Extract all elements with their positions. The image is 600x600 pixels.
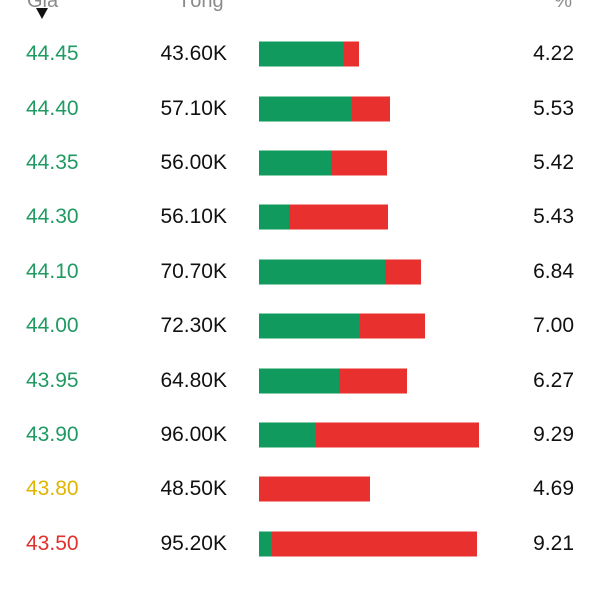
total-volume: 48.50K [160,477,227,501]
total-volume: 64.80K [160,368,227,392]
price-value: 43.95 [26,368,79,392]
sell-volume-segment [272,531,478,557]
table-row[interactable]: 43.80 48.50K 4.69 [0,462,600,516]
table-row[interactable]: 43.90 96.00K 9.29 [0,408,600,462]
sell-volume-segment [351,96,390,122]
percent-value: 5.43 [533,205,574,229]
price-column-header[interactable]: Giá [27,0,67,15]
buy-volume-segment [259,204,289,230]
total-volume: 95.20K [160,531,227,555]
price-value: 44.30 [26,205,79,229]
sell-volume-segment [316,422,479,448]
sell-volume-segment [330,150,388,176]
price-level-list: 44.45 43.60K 4.22 44.40 57.10K 5.53 44.35 56.00… [0,27,600,571]
sort-down-icon[interactable] [36,8,48,19]
total-volume: 70.70K [160,259,227,283]
percent-value: 4.22 [533,42,574,66]
buy-volume-segment [259,96,352,122]
price-value: 44.10 [26,259,79,283]
total-volume: 57.10K [160,96,227,120]
percent-value: 6.27 [533,368,574,392]
table-row[interactable]: 44.40 57.10K 5.53 [0,81,600,135]
volume-bar [259,368,408,394]
price-value: 44.35 [26,150,79,174]
volume-bar [259,204,388,230]
buy-volume-segment [259,368,340,394]
percent-value: 5.42 [533,150,574,174]
price-value: 43.50 [26,531,79,555]
table-header: Giá Tổng % [0,0,600,28]
price-value: 43.90 [26,422,79,446]
percent-value: 7.00 [533,314,574,338]
price-value: 43.80 [26,477,79,501]
total-volume: 56.10K [160,205,227,229]
sell-volume-segment [339,368,408,394]
table-row[interactable]: 43.95 64.80K 6.27 [0,353,600,407]
table-row[interactable]: 44.00 72.30K 7.00 [0,299,600,353]
percent-column-header[interactable]: % [554,0,572,12]
buy-volume-segment [259,531,273,557]
total-column-header[interactable]: Tổng [178,0,224,12]
buy-volume-segment [259,313,361,339]
total-volume: 56.00K [160,150,227,174]
table-row[interactable]: 43.50 95.20K 9.21 [0,517,600,571]
price-value: 44.40 [26,96,79,120]
table-row[interactable]: 44.10 70.70K 6.84 [0,245,600,299]
volume-bar [259,313,425,339]
sell-volume-segment [343,41,359,67]
volume-bar [259,422,479,448]
volume-bar [259,150,388,176]
volume-bar [259,41,359,67]
table-row[interactable]: 44.35 56.00K 5.42 [0,136,600,190]
price-value: 44.00 [26,314,79,338]
percent-value: 4.69 [533,477,574,501]
percent-value: 9.29 [533,422,574,446]
sell-volume-segment [360,313,425,339]
percent-value: 5.53 [533,96,574,120]
buy-volume-segment [259,259,386,285]
price-value: 44.45 [26,42,79,66]
volume-bar [259,96,390,122]
sell-volume-segment [259,476,371,502]
table-row[interactable]: 44.30 56.10K 5.43 [0,190,600,244]
buy-volume-segment [259,41,344,67]
total-volume: 72.30K [160,314,227,338]
total-volume: 43.60K [160,42,227,66]
volume-bar [259,259,421,285]
volume-bar [259,531,478,557]
sell-volume-segment [385,259,421,285]
table-row[interactable]: 44.45 43.60K 4.22 [0,27,600,81]
volume-bar [259,476,371,502]
percent-value: 6.84 [533,259,574,283]
total-volume: 96.00K [160,422,227,446]
buy-volume-segment [259,150,331,176]
price-header-label: Giá [27,0,59,12]
percent-value: 9.21 [533,531,574,555]
buy-volume-segment [259,422,317,448]
sell-volume-segment [288,204,388,230]
